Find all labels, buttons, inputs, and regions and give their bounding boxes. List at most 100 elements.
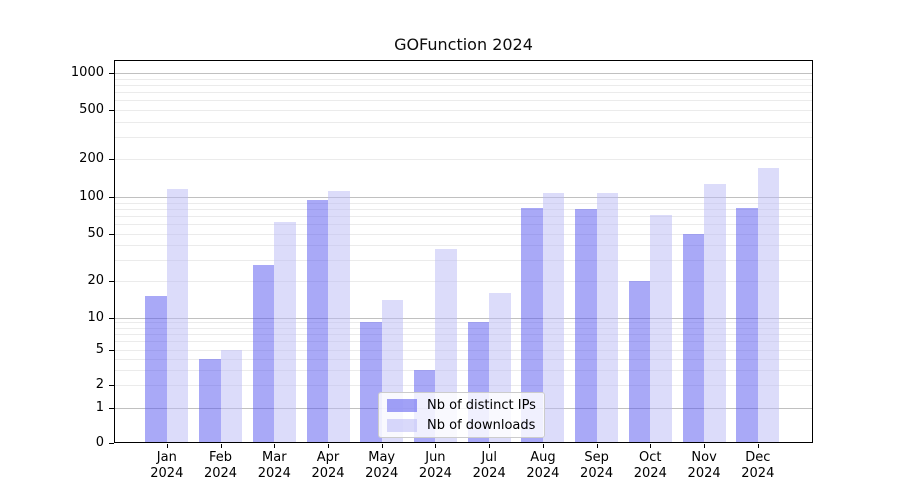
y-tick-label: 0 (95, 435, 104, 450)
x-tick-year: 2024 (257, 466, 291, 481)
x-tick-month: Jan (156, 450, 177, 465)
x-tick-year: 2024 (687, 466, 721, 481)
bar-distinct-ips (682, 233, 705, 443)
y-tick-label: 10 (87, 309, 104, 325)
x-tick-label: Feb 2024 (189, 450, 253, 482)
x-tick-year: 2024 (472, 466, 506, 481)
gridline-minor (115, 79, 812, 80)
x-tick-year: 2024 (741, 466, 775, 481)
y-tick (109, 443, 114, 444)
x-tick (328, 444, 329, 448)
bar-downloads (596, 193, 619, 443)
legend: Nb of distinct IPs Nb of downloads (378, 392, 545, 438)
legend-swatch-distinct-ips (387, 398, 417, 412)
bar-downloads (704, 183, 726, 443)
x-tick-year: 2024 (150, 466, 184, 481)
legend-swatch-downloads (387, 418, 417, 432)
x-tick-label: Aug 2024 (511, 450, 575, 482)
x-tick-month: Nov (691, 450, 717, 465)
x-tick (489, 444, 491, 448)
x-tick (650, 444, 652, 448)
x-tick-year: 2024 (633, 466, 667, 481)
bar-distinct-ips (736, 207, 758, 443)
x-tick-month: Jun (425, 450, 446, 465)
y-tick (109, 281, 114, 282)
y-tick (109, 233, 114, 235)
y-tick (109, 110, 114, 111)
y-tick-label: 1 (95, 400, 104, 415)
x-tick (381, 444, 383, 448)
x-tick-month: Dec (745, 450, 771, 465)
y-tick-label: 20 (87, 273, 104, 288)
x-tick-month: Aug (530, 450, 556, 465)
x-tick-month: Jul (481, 450, 498, 465)
legend-label-distinct-ips: Nb of distinct IPs (427, 397, 536, 413)
x-tick-label: Jan 2024 (135, 450, 199, 482)
bar-distinct-ips (360, 322, 382, 443)
y-tick (109, 350, 114, 351)
bar-downloads (542, 193, 565, 443)
x-tick (596, 444, 598, 448)
y-tick-label: 500 (79, 102, 104, 117)
x-tick-month: Oct (639, 450, 662, 465)
x-tick-year: 2024 (580, 466, 614, 481)
y-tick-label: 5 (95, 342, 104, 357)
gridline-minor (115, 100, 812, 101)
x-tick (220, 444, 222, 448)
legend-row-distinct-ips: Nb of distinct IPs (387, 398, 536, 413)
y-tick-label: 50 (87, 225, 104, 241)
y-tick (109, 197, 114, 198)
x-tick-year: 2024 (311, 466, 345, 481)
x-tick-month: Apr (316, 450, 340, 465)
legend-row-downloads: Nb of downloads (387, 418, 536, 433)
x-tick-label: Jul 2024 (457, 450, 521, 482)
x-tick-label: Nov 2024 (672, 450, 736, 482)
bar-downloads (757, 167, 780, 443)
x-tick (757, 444, 759, 448)
bar-distinct-ips (252, 265, 275, 443)
x-tick-month: Feb (208, 450, 233, 465)
legend-label-downloads: Nb of downloads (427, 417, 536, 433)
chart-title: GOFunction 2024 (394, 35, 533, 54)
y-tick (109, 159, 114, 160)
y-tick (109, 317, 114, 319)
gridline-minor (115, 85, 812, 86)
x-tick (166, 444, 168, 448)
y-tick (109, 385, 114, 386)
x-tick-label: May 2024 (350, 450, 414, 482)
bar-downloads (220, 350, 242, 443)
y-tick-label: 100 (79, 189, 104, 204)
x-tick (435, 444, 437, 448)
x-tick-year: 2024 (203, 466, 238, 481)
y-tick-label: 1000 (70, 65, 104, 80)
gridline-minor (115, 92, 812, 93)
gridline-minor (115, 137, 812, 138)
x-tick-year: 2024 (526, 466, 560, 481)
bar-downloads (274, 222, 296, 443)
x-tick (542, 444, 544, 448)
gridline-minor (115, 110, 812, 111)
bar-distinct-ips (628, 281, 651, 443)
x-tick (274, 444, 276, 448)
bar-downloads (166, 189, 189, 443)
x-tick-year: 2024 (418, 466, 452, 481)
x-tick-label: Oct 2024 (618, 450, 682, 482)
x-tick-label: Sep 2024 (565, 450, 629, 482)
y-tick (109, 73, 114, 74)
bar-downloads (328, 190, 350, 443)
gridline-minor (115, 159, 812, 160)
bar-distinct-ips (306, 199, 328, 443)
gridline-major (115, 73, 812, 74)
bar-downloads (650, 215, 672, 443)
x-tick-year: 2024 (365, 466, 399, 481)
bar-distinct-ips (575, 209, 597, 443)
bar-distinct-ips (521, 207, 543, 443)
y-tick-label: 200 (79, 151, 104, 166)
x-tick-month: May (368, 450, 396, 465)
y-tick (109, 408, 114, 409)
x-tick-label: Dec 2024 (726, 450, 790, 482)
x-tick-month: Sep (584, 450, 609, 465)
gridline-minor (115, 122, 812, 123)
x-tick-label: Jun 2024 (403, 450, 467, 482)
